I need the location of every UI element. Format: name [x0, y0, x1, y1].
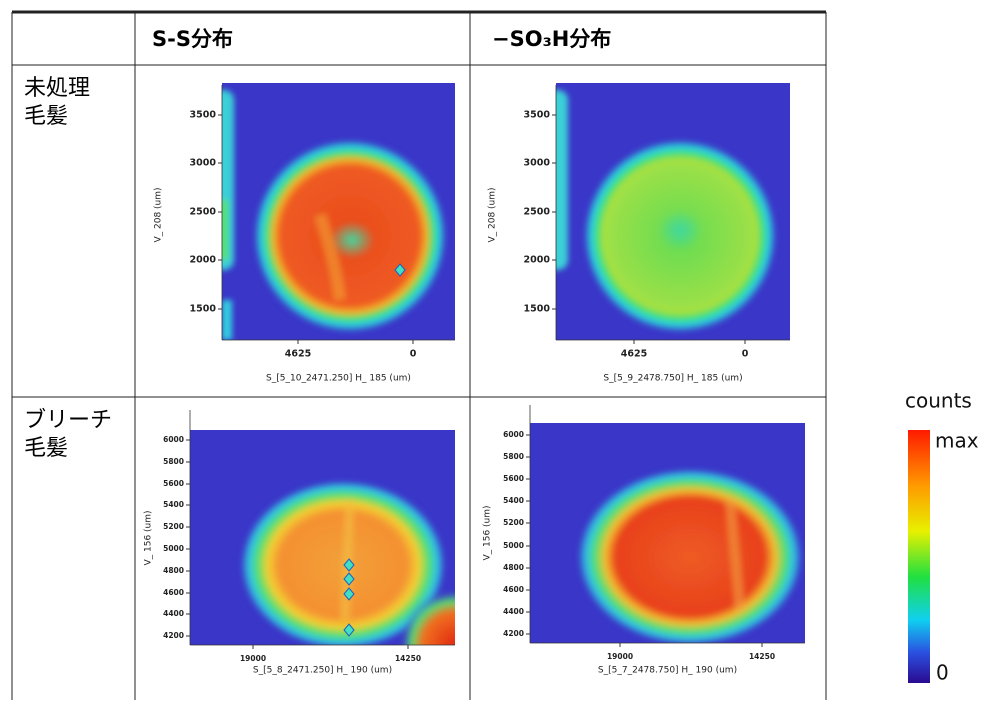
heatmap: [546, 83, 790, 340]
y-axis-label: V_ 208 (um): [154, 187, 164, 242]
row-label: 未処理: [24, 76, 90, 101]
y-tick-label: 1500: [190, 304, 217, 315]
colorbar-max: max: [935, 429, 979, 453]
heatmap: [530, 423, 805, 645]
y-tick-label: 5000: [503, 541, 524, 550]
column-header: −SO₃H分布: [492, 27, 611, 51]
x-axis-label: S_[5_7_2478.750] H_ 190 (um): [598, 666, 737, 676]
row-label: ブリーチ: [24, 408, 112, 433]
y-tick-label: 5800: [503, 452, 524, 461]
y-tick-label: 4400: [503, 607, 524, 616]
y-tick-label: 6000: [503, 430, 524, 439]
figure: S-S分布−SO₃H分布未処理毛髪ブリーチ毛髪35003000250020001…: [0, 0, 990, 700]
heatmap: [212, 83, 455, 340]
y-tick-label: 2500: [524, 207, 551, 218]
y-axis-label: V_ 156 (um): [483, 505, 493, 560]
page: {"table": {"header": ["S-S分布", "−SO₃H分布"…: [0, 0, 990, 704]
x-tick-label: 19000: [607, 652, 633, 661]
x-axis-label: S_[5_8_2471.250] H_ 190 (um): [253, 666, 392, 676]
y-tick-label: 2000: [524, 255, 551, 266]
x-tick-label: 14250: [395, 654, 421, 663]
x-tick-label: 0: [410, 349, 417, 360]
colorbar: [908, 430, 930, 683]
y-tick-label: 6000: [163, 435, 184, 444]
y-tick-label: 5600: [163, 479, 184, 488]
y-tick-label: 4200: [163, 631, 184, 640]
colorbar-title: counts: [905, 389, 972, 413]
y-tick-label: 4800: [503, 563, 524, 572]
y-tick-label: 2500: [190, 207, 217, 218]
x-axis-label: S_[5_10_2471.250] H_ 185 (um): [266, 374, 411, 384]
y-tick-label: 5400: [503, 496, 524, 505]
x-tick-label: 14250: [749, 652, 775, 661]
x-tick-label: 0: [742, 349, 749, 360]
row-label: 毛髪: [24, 436, 68, 461]
y-tick-label: 4400: [163, 609, 184, 618]
column-header: S-S分布: [152, 27, 233, 51]
y-tick-label: 5000: [163, 544, 184, 553]
y-tick-label: 5200: [163, 522, 184, 531]
y-tick-label: 5800: [163, 457, 184, 466]
y-axis-label: V_ 208 (um): [488, 187, 498, 242]
colorbar-min: 0: [936, 661, 949, 685]
y-tick-label: 5600: [503, 474, 524, 483]
y-tick-label: 2000: [190, 255, 217, 266]
x-tick-label: 19000: [240, 654, 266, 663]
x-tick-label: 4625: [621, 349, 647, 360]
y-tick-label: 3500: [190, 110, 217, 121]
y-tick-label: 4600: [163, 588, 184, 597]
y-tick-label: 4800: [163, 566, 184, 575]
x-tick-label: 4625: [285, 349, 311, 360]
y-tick-label: 4600: [503, 585, 524, 594]
y-tick-label: 3000: [524, 158, 551, 169]
x-axis-label: S_[5_9_2478.750] H_ 185 (um): [603, 374, 742, 384]
y-tick-label: 3000: [190, 158, 217, 169]
row-label: 毛髪: [24, 104, 68, 129]
y-axis-label: V_ 156 (um): [144, 510, 154, 565]
y-tick-label: 1500: [524, 304, 551, 315]
y-tick-label: 4200: [503, 629, 524, 638]
y-tick-label: 5400: [163, 500, 184, 509]
heatmap: [190, 430, 510, 700]
y-tick-label: 3500: [524, 110, 551, 121]
y-tick-label: 5200: [503, 518, 524, 527]
